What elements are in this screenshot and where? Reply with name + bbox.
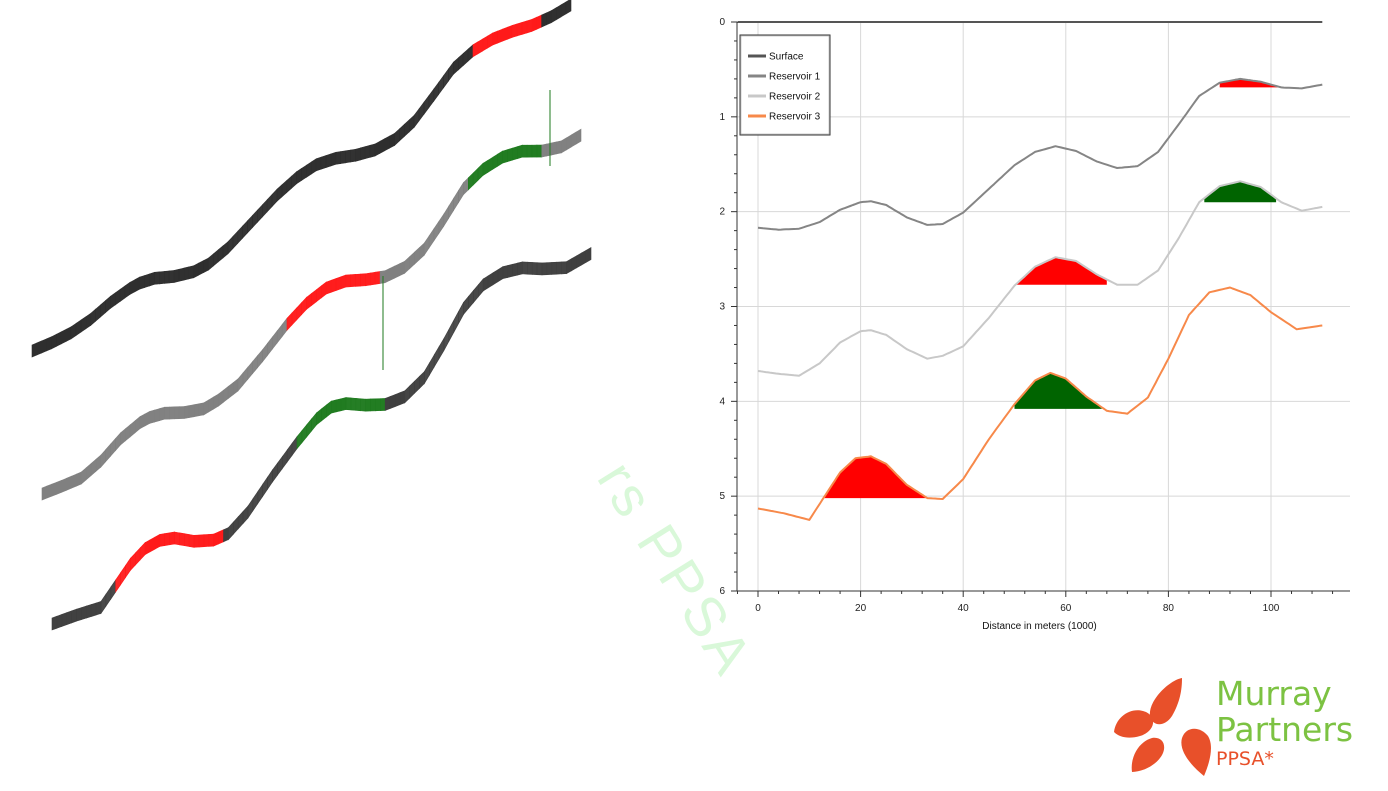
- x-tick-label: 0: [755, 603, 761, 614]
- y-tick-label: 3: [719, 302, 725, 313]
- x-axis-title: Distance in meters (1000): [982, 621, 1097, 632]
- legend-inner: [740, 35, 830, 135]
- series-line-reservoir-2: [757, 180, 1323, 377]
- trap-fill: [1014, 257, 1107, 285]
- ribbon-segment: [585, 247, 592, 263]
- ribbon-surface: [31, 0, 572, 358]
- y-tick-label: 5: [719, 491, 725, 502]
- y-tick-label: 0: [719, 17, 725, 28]
- ribbon-reservoir-2: [51, 247, 592, 631]
- ribbon-segment: [565, 0, 572, 15]
- x-tick-label: 100: [1263, 603, 1280, 614]
- legend-box: [739, 34, 831, 136]
- trap-fill: [824, 456, 933, 499]
- x-tick-label: 20: [855, 603, 867, 614]
- legend-label: Reservoir 1: [769, 72, 821, 83]
- x-tick-label: 60: [1060, 603, 1072, 614]
- series-line-reservoir-3: [757, 286, 1323, 521]
- y-tick-label: 6: [719, 586, 725, 597]
- murray-partners-logo: [1114, 678, 1211, 776]
- logo-line-3: PPSA*: [1216, 748, 1274, 770]
- ribbon-reservoir-1: [41, 128, 582, 501]
- series-line-reservoir-1: [757, 77, 1323, 231]
- legend-label: Surface: [769, 52, 804, 63]
- legend-label: Reservoir 3: [769, 112, 821, 123]
- y-tick-label: 1: [719, 112, 725, 123]
- logo-petals-icon: [1114, 678, 1211, 776]
- legend: Surface Reservoir 1 Reservoir 2 Reservoir 3: [739, 34, 831, 136]
- logo-wordmark: Murray Partners PPSA*: [1216, 674, 1354, 771]
- perspective-ribbon-view: [31, 0, 592, 631]
- logo-line-1: Murray: [1216, 674, 1332, 713]
- ribbon-segment: [575, 128, 582, 145]
- y-tick-label: 4: [719, 396, 725, 407]
- trap-fill: [1014, 372, 1102, 409]
- legend-label: Reservoir 2: [769, 92, 821, 103]
- y-tick-label: 2: [719, 207, 725, 218]
- x-tick-label: 40: [958, 603, 970, 614]
- x-tick-label: 80: [1163, 603, 1175, 614]
- logo-line-2: Partners: [1216, 710, 1354, 749]
